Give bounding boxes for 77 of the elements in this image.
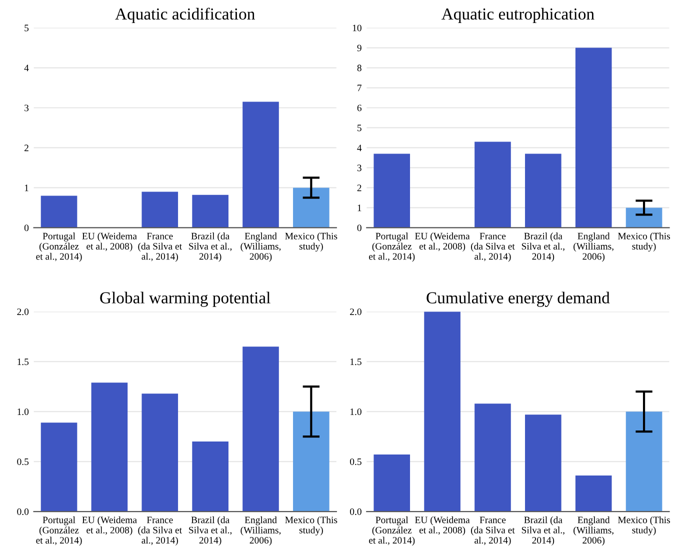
y-tick-label: 0.0 xyxy=(17,508,29,516)
x-tick-label: England (Williams, 2006) xyxy=(240,516,281,546)
y-tick-label: 5 xyxy=(357,124,362,132)
y-tick-label: 0.5 xyxy=(350,458,362,466)
x-tick-label: Portugal (González et al., 2014) xyxy=(36,516,82,546)
chart-title: Cumulative energy demand xyxy=(426,292,610,307)
bar xyxy=(575,48,612,228)
bar xyxy=(40,196,78,228)
x-tick-label: Mexico (This study) xyxy=(618,516,670,536)
x-tick-label: England (Williams, 2006) xyxy=(240,232,281,262)
y-tick-label: 1.5 xyxy=(18,358,29,366)
bar xyxy=(575,476,612,512)
bar xyxy=(242,102,279,228)
x-tick-label: France (da Silva et al., 2014) xyxy=(471,516,515,546)
x-tick-label: Mexico (This study) xyxy=(285,232,338,252)
x-tick-label: France (da Silva et al., 2014) xyxy=(138,516,182,546)
y-tick-label: 1.0 xyxy=(350,408,362,416)
chart-title: Aquatic acidification xyxy=(115,8,255,24)
y-tick-label: 8 xyxy=(357,64,362,72)
bar xyxy=(293,412,330,512)
bar xyxy=(192,194,228,228)
y-tick-label: 0 xyxy=(24,224,29,232)
bar xyxy=(91,382,128,512)
y-tick-label: 10 xyxy=(352,24,362,32)
x-tick-label: Portugal (González et al., 2014) xyxy=(369,516,415,546)
bar xyxy=(424,312,460,512)
x-tick-label: Brazil (da Silva et al., 2014) xyxy=(189,232,232,262)
y-tick-label: 0.0 xyxy=(350,508,362,516)
chart-title: Global warming potential xyxy=(100,292,270,307)
y-tick-label: 1.0 xyxy=(18,408,29,416)
y-tick-label: 0.5 xyxy=(17,458,29,466)
y-tick-label: 7 xyxy=(358,84,362,92)
bar xyxy=(525,414,562,512)
y-tick-label: 3 xyxy=(357,164,362,172)
bar xyxy=(525,154,562,228)
x-tick-label: EU (Weidema et al., 2008) xyxy=(415,232,470,252)
bar xyxy=(142,192,178,228)
x-tick-label: Portugal (González et al., 2014) xyxy=(369,232,415,262)
chart-title: Aquatic eutrophication xyxy=(442,8,594,24)
bar xyxy=(192,442,228,512)
bar xyxy=(474,404,511,512)
x-tick-label: France (da Silva et al., 2014) xyxy=(471,232,515,262)
x-tick-label: EU (Weidema et al., 2008) xyxy=(82,232,137,252)
y-tick-label: 9 xyxy=(357,44,362,52)
x-tick-label: France (da Silva et al., 2014) xyxy=(138,232,182,262)
y-tick-label: 6 xyxy=(357,104,362,112)
y-tick-label: 2.0 xyxy=(17,308,29,316)
y-tick-label: 2 xyxy=(357,184,362,192)
x-tick-label: EU (Weidema et al., 2008) xyxy=(415,516,470,536)
x-tick-label: Mexico (This study) xyxy=(618,232,670,252)
x-tick-label: England (Williams, 2006) xyxy=(574,232,614,262)
y-tick-label: 1 xyxy=(358,204,362,212)
x-tick-label: Brazil (da Silva et al., 2014) xyxy=(189,516,232,546)
y-tick-label: 2.0 xyxy=(350,308,362,316)
bar xyxy=(374,154,410,228)
x-tick-label: Brazil (da Silva et al., 2014) xyxy=(522,232,564,262)
bar xyxy=(293,188,330,228)
y-tick-label: 3 xyxy=(24,104,29,112)
x-tick-label: Mexico (This study) xyxy=(285,516,338,536)
y-tick-label: 0 xyxy=(357,224,362,232)
bar xyxy=(626,412,662,512)
bar xyxy=(242,346,279,512)
y-tick-label: 4 xyxy=(357,144,362,152)
y-tick-label: 4 xyxy=(24,64,29,72)
bar xyxy=(142,394,178,512)
x-tick-label: England (Williams, 2006) xyxy=(574,516,614,546)
x-tick-label: EU (Weidema et al., 2008) xyxy=(82,516,137,536)
y-tick-label: 2 xyxy=(24,144,28,152)
x-tick-label: Portugal (González et al., 2014) xyxy=(36,232,82,262)
bar xyxy=(626,208,662,228)
y-tick-label: 1.5 xyxy=(350,358,362,366)
bar xyxy=(40,422,78,512)
y-tick-label: 5 xyxy=(24,24,29,32)
bar xyxy=(474,142,511,228)
x-tick-label: Brazil (da Silva et al., 2014) xyxy=(522,516,564,546)
bar xyxy=(374,454,410,512)
y-tick-label: 1 xyxy=(24,184,28,192)
